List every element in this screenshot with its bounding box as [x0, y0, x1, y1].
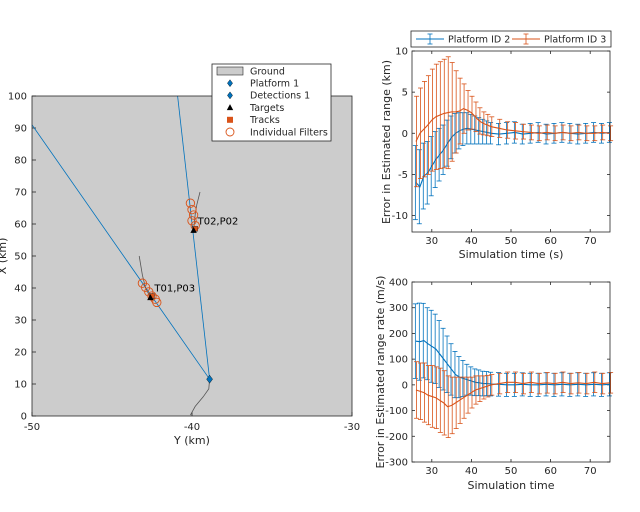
y-tick-label: 30 — [14, 316, 27, 327]
y-tick-label: 60 — [14, 220, 27, 231]
target-triangle — [147, 294, 154, 301]
y-tick-label: 5 — [402, 88, 408, 99]
legend-label: Platform ID 3 — [544, 34, 606, 45]
series-line — [415, 127, 611, 188]
x-tick-label: -30 — [344, 422, 360, 433]
legend-circle — [225, 127, 235, 137]
series-line — [415, 107, 611, 142]
y-tick-label: 10 — [395, 47, 408, 58]
y-tick-label: 0 — [21, 412, 27, 423]
y-tick-label: 100 — [389, 355, 408, 366]
legend-label: Platform ID 2 — [448, 34, 510, 45]
legend-ground-swatch — [216, 66, 244, 76]
detection-line — [31, 124, 210, 380]
y-tick-label: 0 — [402, 129, 408, 140]
legend-label: Tracks — [249, 115, 280, 126]
target-trail — [138, 255, 151, 298]
ground-area — [32, 96, 352, 416]
range-rate-axes-box — [411, 281, 611, 463]
x-tick-label: 70 — [584, 466, 597, 477]
x-tick-label: 30 — [425, 236, 438, 247]
series-line — [415, 381, 611, 408]
y-tick-label: 400 — [389, 278, 408, 289]
target-label: T01,P03 — [153, 284, 195, 295]
legend-box — [410, 30, 612, 48]
range-error-series-platform-2 — [412, 112, 612, 225]
target-triangle — [190, 226, 197, 233]
filter-circle — [187, 216, 197, 226]
legend-label: Individual Filters — [250, 127, 328, 138]
target-annotations: T02,P02 T01,P03 — [153, 216, 238, 294]
x-tick-label: -50 — [24, 422, 40, 433]
range-rate-ticks: 30 40 50 60 70 -300 -200 -100 0 100 200 300 400 — [385, 278, 610, 477]
y-tick-label: 20 — [14, 348, 27, 359]
x-tick-label: 40 — [465, 236, 478, 247]
y-tick-label: 0 — [402, 380, 408, 391]
detection-line — [177, 95, 210, 380]
y-tick-label: 70 — [14, 188, 27, 199]
theater-axes-box — [31, 95, 353, 417]
y-tick-label: -10 — [392, 211, 408, 222]
y-tick-label: 300 — [389, 303, 408, 314]
filter-circle — [152, 297, 162, 308]
x-tick-label: 50 — [505, 466, 518, 477]
range-error-legend: Platform ID 2 Platform ID 3 — [410, 30, 612, 48]
y-tick-label: 90 — [14, 124, 27, 135]
range-rate-x-label: Simulation time — [468, 479, 555, 492]
platform-diamond — [206, 374, 213, 384]
x-tick-label: 40 — [465, 466, 478, 477]
y-tick-label: 80 — [14, 156, 27, 167]
series-line — [415, 340, 611, 386]
range-rate-y-label: Error in Estimated range rate (m/s) — [374, 276, 387, 469]
legend-square — [227, 116, 233, 123]
y-tick-label: -300 — [385, 458, 408, 469]
x-tick-label: 70 — [584, 236, 597, 247]
y-tick-label: 10 — [14, 380, 27, 391]
range-rate-error-plot: 30 40 50 60 70 -300 -200 -100 0 100 200 300 400 Simu… — [374, 276, 614, 492]
y-tick-label: 200 — [389, 329, 408, 340]
y-tick-label: -200 — [385, 432, 408, 443]
x-tick-label: 30 — [425, 466, 438, 477]
filter-circle — [185, 198, 196, 208]
range-error-series-platform-3 — [414, 56, 614, 188]
x-tick-label: 60 — [544, 466, 557, 477]
y-tick-label: 40 — [14, 284, 27, 295]
range-error-x-label: Simulation time (s) — [459, 248, 564, 261]
range-error-y-label: Error in Estimated range (km) — [380, 60, 393, 224]
x-tick-label: -40 — [184, 422, 200, 433]
y-tick-label: -100 — [385, 406, 408, 417]
legend-label: Platform 1 — [250, 79, 299, 90]
x-tick-label: 60 — [544, 236, 557, 247]
legend-label: Targets — [249, 103, 284, 114]
legend-diamond — [227, 79, 233, 88]
legend-label: Detections 1 — [250, 91, 310, 102]
platform-marker — [206, 374, 213, 384]
legend-label: Ground — [250, 66, 285, 77]
y-tick-label: -5 — [398, 170, 408, 181]
x-tick-label: 50 — [505, 236, 518, 247]
detection-lines — [31, 95, 210, 380]
theater-y-label: X (km) — [0, 238, 9, 275]
legend-diamond — [227, 91, 233, 100]
legend-triangle — [226, 104, 234, 111]
range-rate-series-platform-3 — [414, 361, 614, 438]
filter-circle — [188, 210, 199, 220]
theater-y-ticks: 0 10 20 30 40 50 60 70 80 90 100 — [8, 92, 36, 423]
theater-plot: -50 -40 -30 0 10 20 30 40 50 60 70 80 90 100 T02,P02… — [0, 63, 360, 447]
filter-circle — [147, 291, 157, 301]
range-error-axes-box — [411, 50, 611, 233]
range-error-ticks: 30 40 50 60 70 -10 -5 0 5 10 — [392, 47, 610, 247]
y-tick-label: 50 — [14, 252, 27, 263]
filter-circle — [187, 204, 197, 215]
platform-trail — [190, 379, 210, 416]
targets — [147, 226, 197, 301]
target-label: T02,P02 — [197, 216, 239, 227]
y-tick-label: 100 — [8, 92, 27, 103]
theater-x-label: Y (km) — [173, 434, 210, 447]
